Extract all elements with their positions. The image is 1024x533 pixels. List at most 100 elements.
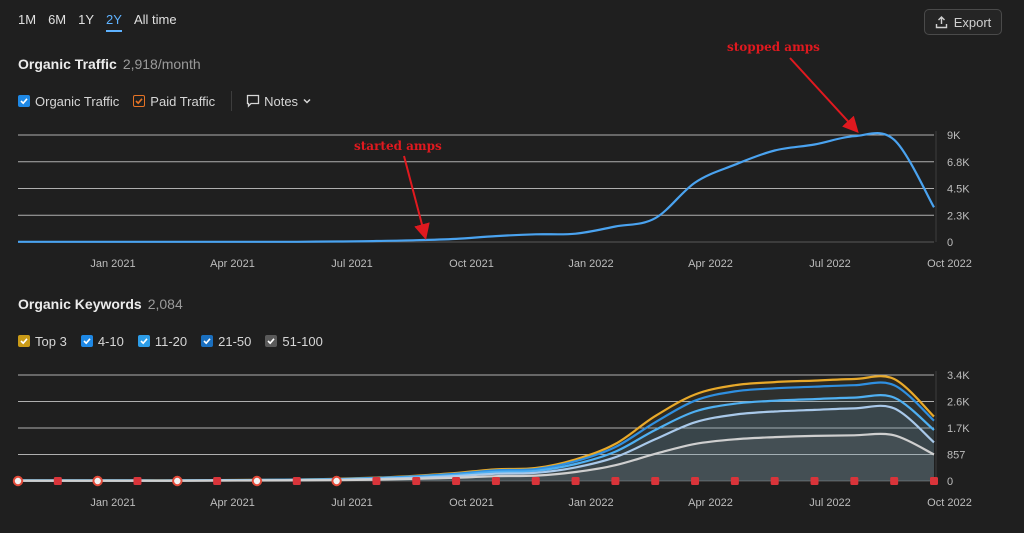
legend-label: 4-10 bbox=[97, 333, 124, 349]
notes-label: Notes bbox=[264, 93, 299, 109]
legend-label: 11-20 bbox=[154, 333, 188, 349]
x-tick-label: Oct 2022 bbox=[927, 258, 972, 270]
event-marker-icon bbox=[133, 477, 142, 485]
legend-label: Top 3 bbox=[35, 333, 67, 349]
series-line-organic-traffic bbox=[18, 132, 935, 243]
x-tick-label: Jan 2021 bbox=[90, 497, 135, 509]
event-marker-icon bbox=[53, 477, 62, 485]
x-tick-label: Jul 2021 bbox=[331, 258, 373, 270]
export-label: Export bbox=[953, 14, 992, 30]
legend-label: 51-100 bbox=[282, 333, 323, 349]
y-tick-label: 0 bbox=[947, 237, 953, 249]
organic-traffic-chart: 0 2.3K 4.5K 6.8K 9K Jan 2021 Apr 2021 Jul 2021 O… bbox=[18, 130, 972, 270]
series-area-51-100 bbox=[18, 433, 934, 481]
legend-51-100[interactable]: 51-100 bbox=[265, 333, 323, 349]
event-marker-icon bbox=[850, 477, 859, 485]
checkbox-icon[interactable] bbox=[265, 335, 278, 347]
range-tab-2y[interactable]: 2Y bbox=[106, 12, 122, 32]
y-tick-label: 2.6K bbox=[947, 397, 970, 409]
x-tick-label: Jul 2022 bbox=[809, 497, 851, 509]
legend-label: Paid Traffic bbox=[150, 93, 216, 109]
chevron-down-icon bbox=[303, 98, 311, 104]
series-area-top-3 bbox=[18, 376, 934, 481]
export-button[interactable]: Export bbox=[924, 9, 1002, 35]
event-marker-icon bbox=[372, 477, 381, 485]
x-tick-label: Apr 2021 bbox=[210, 497, 255, 509]
y-tick-label: 3.4K bbox=[947, 370, 970, 382]
series-area-11-20 bbox=[18, 395, 934, 481]
y-tick-label: 857 bbox=[947, 450, 965, 462]
y-tick-label: 1.7K bbox=[947, 423, 970, 435]
event-marker-icon bbox=[810, 477, 819, 485]
legend-label: 21-50 bbox=[218, 333, 252, 349]
y-tick-label: 6.8K bbox=[947, 157, 970, 169]
checkbox-icon[interactable] bbox=[201, 335, 214, 347]
y-tick-label: 0 bbox=[947, 476, 953, 488]
organic-keywords-chart: 0 857 1.7K 2.6K 3.4K Jan 2021 Apr 2021 Jul 2021… bbox=[12, 370, 972, 509]
range-tab-1y[interactable]: 1Y bbox=[78, 12, 95, 27]
range-tab-6m[interactable]: 6M bbox=[48, 12, 67, 27]
event-marker-icon bbox=[571, 477, 580, 485]
event-marker-icon bbox=[491, 477, 500, 485]
event-marker-icon bbox=[691, 477, 700, 485]
y-tick-label: 4.5K bbox=[947, 184, 970, 196]
event-marker-icon bbox=[930, 477, 938, 485]
event-marker-icon bbox=[730, 477, 739, 485]
legend-divider bbox=[231, 91, 233, 111]
event-marker-icon bbox=[531, 477, 540, 485]
event-marker-icon bbox=[770, 477, 779, 485]
annotation-stopped-amps: stopped amps bbox=[727, 40, 820, 54]
x-tick-label: Oct 2021 bbox=[449, 258, 494, 270]
x-tick-label: Apr 2022 bbox=[688, 497, 733, 509]
organic-traffic-title-text: Organic Traffic bbox=[18, 56, 117, 72]
event-marker-icon bbox=[452, 477, 461, 485]
x-tick-label: Jul 2021 bbox=[331, 497, 373, 509]
legend-organic-traffic[interactable]: Organic Traffic bbox=[18, 94, 119, 109]
annotation-arrow bbox=[789, 57, 859, 133]
x-tick-label: Oct 2021 bbox=[449, 497, 494, 509]
x-tick-label: Jul 2022 bbox=[809, 258, 851, 270]
range-tabs: 1M 6M 1Y 2Y All time bbox=[18, 12, 189, 32]
traffic-legend: Organic Traffic Paid Traffic Notes bbox=[18, 91, 312, 111]
checkbox-icon[interactable] bbox=[18, 335, 30, 347]
event-marker-icon bbox=[651, 477, 660, 485]
comment-icon bbox=[246, 94, 260, 108]
range-tab-all-time[interactable]: All time bbox=[133, 12, 177, 27]
range-tab-1m[interactable]: 1M bbox=[18, 12, 37, 27]
google-update-icon bbox=[172, 475, 183, 487]
google-update-icon bbox=[251, 475, 263, 487]
organic-keywords-title: Organic Keywords 2,084 bbox=[18, 296, 183, 312]
legend-21-50[interactable]: 21-50 bbox=[201, 334, 251, 349]
annotation-started-amps: started amps bbox=[354, 139, 442, 153]
legend-11-20[interactable]: 11-20 bbox=[137, 333, 188, 349]
export-icon bbox=[935, 15, 947, 28]
google-update-icon bbox=[331, 475, 342, 487]
legend-4-10[interactable]: 4-10 bbox=[80, 333, 124, 349]
x-tick-label: Jan 2022 bbox=[568, 258, 613, 270]
x-tick-label: Jan 2022 bbox=[568, 497, 613, 509]
organic-traffic-value: 2,918/month bbox=[122, 56, 201, 72]
organic-keywords-title-text: Organic Keywords bbox=[18, 296, 142, 312]
event-marker-icon bbox=[412, 477, 421, 485]
event-marker-icon bbox=[213, 477, 222, 485]
x-tick-label: Apr 2021 bbox=[210, 258, 255, 270]
x-tick-label: Oct 2022 bbox=[927, 497, 972, 509]
checkbox-icon[interactable] bbox=[137, 335, 150, 347]
keywords-legend: Top 3 4-10 11-20 21-50 51-100 bbox=[18, 332, 337, 350]
y-tick-label: 9K bbox=[947, 130, 961, 142]
x-tick-label: Apr 2022 bbox=[688, 258, 733, 270]
notes-dropdown[interactable]: Notes bbox=[246, 94, 312, 109]
y-tick-label: 2.3K bbox=[947, 210, 970, 222]
checkbox-icon[interactable] bbox=[80, 335, 93, 347]
annotation-arrow bbox=[403, 155, 430, 240]
google-update-icon bbox=[92, 475, 103, 487]
legend-label: Organic Traffic bbox=[35, 93, 120, 109]
legend-paid-traffic[interactable]: Paid Traffic bbox=[133, 94, 215, 109]
checkbox-icon[interactable] bbox=[133, 95, 146, 107]
event-marker-icon bbox=[890, 477, 899, 485]
checkbox-icon[interactable] bbox=[18, 95, 30, 107]
event-marker-icon bbox=[292, 477, 301, 485]
event-marker-icon bbox=[611, 477, 620, 485]
legend-top-3[interactable]: Top 3 bbox=[18, 334, 67, 349]
